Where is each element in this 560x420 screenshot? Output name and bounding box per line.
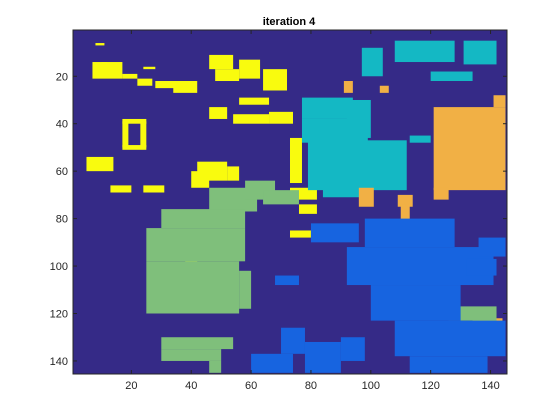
cluster-region-3 — [394, 40, 455, 63]
cluster-region-1 — [263, 190, 299, 205]
cluster-region-2 — [86, 156, 114, 172]
cluster-region-5 — [340, 337, 365, 361]
cluster-region-2 — [209, 54, 234, 70]
x-tick-label: 20 — [125, 380, 137, 392]
cluster-region-3 — [463, 40, 497, 65]
cluster-region-2 — [290, 187, 317, 200]
x-tick-label: 40 — [185, 380, 197, 392]
y-tick-label: 20 — [56, 71, 68, 83]
cluster-region-2 — [269, 111, 293, 124]
axes-frame — [72, 29, 508, 375]
cluster-region-2 — [290, 230, 311, 238]
cluster-region-5 — [281, 327, 305, 354]
cluster-region-2 — [191, 171, 210, 188]
chart-title: iteration 4 — [263, 16, 316, 28]
cluster-region-2 — [290, 137, 302, 184]
cluster-region-1 — [161, 349, 222, 361]
cluster-region-3 — [322, 187, 371, 198]
cluster-region-2 — [137, 78, 153, 86]
plot-area — [72, 29, 508, 375]
cluster-region-1 — [209, 360, 222, 373]
y-tick-label: 40 — [56, 119, 68, 131]
cluster-region-2 — [140, 121, 147, 148]
cluster-region-4 — [358, 187, 374, 207]
cluster-region-5 — [394, 320, 506, 357]
cluster-region-2 — [209, 107, 228, 119]
cluster-regions — [86, 40, 506, 373]
cluster-region-5 — [466, 258, 497, 276]
x-axis: 20 40 60 80 100 120 140 — [125, 30, 500, 392]
cluster-region-2 — [215, 69, 240, 82]
cluster-region-5 — [478, 237, 506, 257]
cluster-region-4 — [379, 85, 389, 93]
cluster-region-4 — [493, 95, 506, 108]
cluster-region-3 — [346, 99, 371, 138]
x-tick-label: 100 — [362, 380, 380, 392]
cluster-region-3 — [307, 140, 407, 191]
cluster-region-5 — [304, 341, 341, 373]
x-tick-label: 120 — [421, 380, 439, 392]
y-tick-label: 80 — [56, 214, 68, 226]
cluster-region-2 — [239, 59, 261, 79]
cluster-region-2 — [122, 121, 129, 148]
cluster-region-2 — [122, 73, 138, 79]
cluster-region-4 — [397, 194, 413, 207]
cluster-region-1 — [146, 261, 240, 314]
cluster-region-2 — [298, 204, 317, 214]
cluster-region-2 — [263, 69, 288, 91]
cluster-region-4 — [400, 204, 410, 226]
y-tick-label: 60 — [56, 166, 68, 178]
cluster-region-3 — [301, 97, 353, 119]
cluster-region-3 — [409, 135, 431, 143]
cluster-region-1 — [239, 270, 252, 309]
cluster-region-1 — [146, 228, 246, 262]
cluster-region-5 — [251, 353, 293, 373]
cluster-region-1 — [448, 306, 497, 321]
cluster-region-4 — [433, 107, 506, 191]
cluster-region-2 — [239, 97, 270, 105]
cluster-region-2 — [122, 145, 147, 150]
cluster-region-2 — [155, 81, 177, 89]
x-tick-label: 140 — [481, 380, 499, 392]
y-tick-label: 120 — [50, 309, 68, 321]
cluster-region-2 — [173, 81, 198, 93]
cluster-region-1 — [161, 337, 234, 350]
cluster-region-2 — [227, 166, 240, 181]
cluster-region-2 — [95, 43, 105, 46]
y-axis: 20 40 60 80 100 120 140 — [50, 71, 507, 368]
x-tick-label: 60 — [245, 380, 257, 392]
cluster-region-1 — [161, 209, 246, 229]
cluster-region-2 — [92, 62, 123, 79]
y-tick-label: 140 — [50, 356, 68, 368]
cluster-region-5 — [409, 356, 488, 373]
cluster-region-3 — [361, 47, 383, 77]
cluster-region-5 — [364, 218, 455, 248]
cluster-region-2 — [233, 114, 270, 124]
y-tick-label: 100 — [50, 261, 68, 273]
cluster-region-4 — [433, 187, 449, 200]
cluster-region-2 — [110, 185, 132, 193]
cluster-region-5 — [370, 285, 461, 321]
cluster-region-2 — [143, 185, 165, 193]
cluster-region-5 — [310, 223, 359, 243]
cluster-region-3 — [430, 71, 473, 82]
x-tick-label: 80 — [305, 380, 317, 392]
cluster-region-5 — [275, 275, 299, 286]
cluster-region-4 — [343, 81, 353, 93]
cluster-region-2 — [122, 118, 147, 124]
cluster-region-2 — [143, 66, 156, 70]
